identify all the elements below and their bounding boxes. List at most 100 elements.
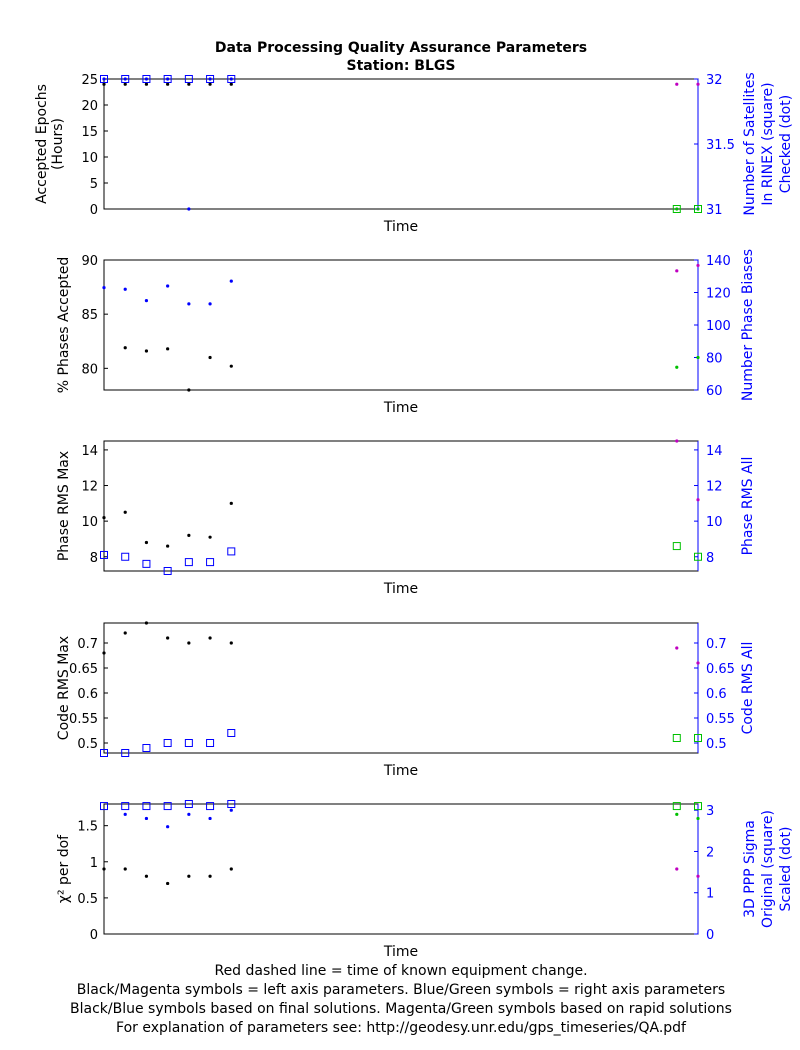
data-point-dot xyxy=(208,816,212,821)
data-point-square xyxy=(121,749,130,757)
right-tick-label: 2 xyxy=(706,845,714,860)
data-point-square xyxy=(100,75,108,83)
data-point-square xyxy=(184,75,193,83)
data-point-dot xyxy=(208,302,212,306)
plot-area xyxy=(103,622,699,754)
left-tick-label: 14 xyxy=(81,444,98,459)
left-tick-label: 5 xyxy=(90,177,98,192)
left-tick-label: 90 xyxy=(81,254,98,269)
data-point-dot xyxy=(144,540,149,545)
data-point-dot xyxy=(102,651,106,655)
data-point-dot xyxy=(208,355,212,360)
left-tick-label: 8 xyxy=(90,551,98,566)
data-point-dot xyxy=(166,636,170,640)
data-point-dot xyxy=(696,816,700,821)
x-axis-label: Time xyxy=(383,581,418,597)
data-point-dot xyxy=(123,77,127,81)
data-point-dot xyxy=(102,77,106,81)
right-axis-label: Phase RMS All xyxy=(740,457,756,556)
data-point-dot xyxy=(208,535,212,539)
data-point-dot xyxy=(675,365,679,369)
data-point-dot xyxy=(102,867,106,871)
data-point-square xyxy=(227,729,236,737)
right-tick-label: 100 xyxy=(706,319,731,334)
panel-4: 0.5 0.55 0.6 0.65 0.7 0.5 0.55 0.6 0.65 0.7 Time Co… xyxy=(56,621,756,779)
data-point-dot xyxy=(229,501,233,505)
right-tick-label: 31 xyxy=(706,203,723,218)
data-point-square xyxy=(100,550,108,559)
left-tick-label: 0 xyxy=(90,928,98,943)
data-point-square xyxy=(142,802,151,811)
plot-area xyxy=(103,803,699,935)
plot-area xyxy=(103,78,699,210)
left-tick-label: 20 xyxy=(81,99,98,114)
data-point-square xyxy=(100,749,108,757)
right-tick-label: 31.5 xyxy=(706,138,735,153)
right-tick-label: 3 xyxy=(706,804,714,819)
data-point-dot xyxy=(123,631,127,635)
data-point-dot xyxy=(123,346,127,350)
panel-2: 80 85 90 60 80 100 120 140 Time % Phases Accepted… xyxy=(56,249,756,416)
data-point-dot xyxy=(166,77,170,81)
right-tick-label: 0.7 xyxy=(706,637,727,652)
data-point-dot xyxy=(123,82,127,86)
data-point-dot xyxy=(229,641,233,645)
plot-area xyxy=(103,259,699,391)
data-point-square xyxy=(100,802,108,811)
right-axis-label: In RINEX (square) xyxy=(760,82,776,205)
data-point-square xyxy=(163,567,172,575)
data-point-dot xyxy=(187,874,191,878)
data-point-square xyxy=(227,800,236,808)
data-point-dot xyxy=(123,287,127,291)
footer-line-2: Black/Magenta symbols = left axis parame… xyxy=(77,982,725,998)
plot-area xyxy=(103,440,699,572)
right-axis-label: 3D PPP Sigma xyxy=(742,820,758,918)
left-axis-label: χ² per dof xyxy=(56,834,72,903)
data-point-square xyxy=(121,802,130,811)
data-point-square xyxy=(672,542,681,551)
x-axis-label: Time xyxy=(383,400,418,416)
data-point-dot xyxy=(675,269,679,273)
data-point-dot xyxy=(187,207,191,211)
right-axis-label: Original (square) xyxy=(760,810,776,928)
data-point-dot xyxy=(187,812,191,816)
data-point-square xyxy=(142,559,151,568)
left-tick-label: 0 xyxy=(90,203,98,218)
data-point-dot xyxy=(229,364,233,368)
data-point-dot xyxy=(187,388,191,392)
chart-subtitle: Station: BLGS xyxy=(347,58,456,74)
x-axis-label: Time xyxy=(383,944,418,960)
left-tick-label: 0.55 xyxy=(69,712,98,727)
data-point-dot xyxy=(166,284,170,288)
data-point-dot xyxy=(675,646,679,650)
data-point-dot xyxy=(102,286,106,290)
right-tick-label: 0.65 xyxy=(706,662,735,677)
data-point-square xyxy=(227,547,236,556)
data-point-dot xyxy=(208,636,212,640)
left-tick-label: 0.5 xyxy=(77,892,98,907)
data-point-dot xyxy=(696,874,700,878)
chart-title: Data Processing Quality Assurance Parame… xyxy=(215,40,587,56)
right-tick-label: 10 xyxy=(706,515,723,530)
right-tick-label: 0.5 xyxy=(706,737,727,752)
x-axis-label: Time xyxy=(383,219,418,235)
data-point-square xyxy=(184,800,193,808)
data-point-dot xyxy=(696,498,700,502)
right-axis-label: Number Phase Biases xyxy=(740,249,756,401)
data-point-dot xyxy=(144,621,149,625)
data-point-square xyxy=(227,75,236,83)
data-point-square xyxy=(672,205,681,213)
right-tick-label: 12 xyxy=(706,480,723,495)
left-tick-label: 0.65 xyxy=(69,662,98,677)
left-tick-label: 12 xyxy=(81,480,98,495)
data-point-dot xyxy=(696,661,700,665)
data-point-square xyxy=(694,734,702,742)
left-axis-label: % Phases Accepted xyxy=(56,257,72,394)
footer-line-4: For explanation of parameters see: http:… xyxy=(116,1020,687,1036)
data-point-square xyxy=(142,75,151,83)
panel-1: 0 5 10 15 20 25 31 31.5 32 Time Accepted Epochs (Ho… xyxy=(34,72,794,235)
data-point-dot xyxy=(166,825,170,829)
data-point-square xyxy=(206,739,215,747)
